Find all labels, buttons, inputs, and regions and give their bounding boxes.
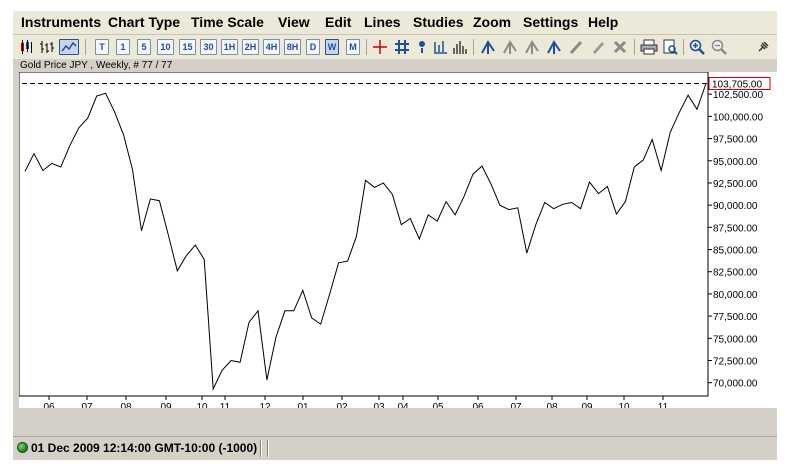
delete-icon[interactable]: [611, 39, 629, 55]
y-axis-label: 82,500.00: [713, 268, 758, 279]
chart-title: Gold Price JPY , Weekly, # 77 / 77: [20, 60, 173, 71]
timeframe-8h[interactable]: 8H: [284, 39, 301, 55]
timeframe-1h[interactable]: 1H: [221, 39, 238, 55]
pencil-icon[interactable]: [589, 39, 607, 55]
x-axis-label: 10: [618, 402, 630, 408]
y-axis-label: 72,500.00: [713, 356, 758, 367]
x-axis-label: 09: [581, 402, 593, 408]
zoom-in-icon[interactable]: [688, 39, 706, 55]
window-frame: Instruments Chart Type Time Scale View E…: [13, 11, 777, 460]
timeframe-10[interactable]: 10: [157, 39, 174, 55]
x-axis-label: 07: [81, 402, 93, 408]
toolbar-separator: [366, 39, 367, 55]
selection-icon[interactable]: [567, 39, 585, 55]
x-axis-label: 11: [658, 402, 669, 408]
x-axis-label: 04: [397, 402, 409, 408]
toolbar-separator: [683, 39, 684, 55]
toolbar: T 1 5 10 15 30 1H 2H 4H 8H D W M: [13, 34, 777, 59]
fibonacci-line-icon[interactable]: [523, 39, 541, 55]
pin-icon[interactable]: [755, 39, 771, 55]
timeframe-2h[interactable]: 2H: [242, 39, 259, 55]
price-chart[interactable]: 102,500.00 100,000.00 97,500.00 95,000.00 92…: [19, 72, 777, 408]
timeframe-monthly[interactable]: M: [346, 39, 360, 55]
menu-time-scale[interactable]: Time Scale: [191, 14, 264, 30]
toolbar-separator: [473, 39, 474, 55]
trendline-icon[interactable]: [479, 39, 497, 55]
y-axis-label: 90,000.00: [713, 201, 758, 212]
y-axis-label: 95,000.00: [713, 157, 758, 168]
volume-histogram-icon[interactable]: [451, 39, 469, 55]
x-axis-label: 02: [336, 402, 348, 408]
y-axis-label: 87,500.00: [713, 223, 758, 234]
toolbar-separator: [85, 39, 86, 55]
menu-edit[interactable]: Edit: [325, 14, 352, 30]
y-axis-label: 102,500.00: [713, 90, 763, 101]
candlestick-chart-icon[interactable]: [19, 39, 35, 55]
menu-bar: Instruments Chart Type Time Scale View E…: [13, 11, 777, 34]
x-axis-label: 09: [160, 402, 172, 408]
crosshair-icon[interactable]: [371, 39, 389, 55]
menu-help[interactable]: Help: [588, 14, 619, 30]
status-separator: [267, 440, 269, 457]
menu-chart-type[interactable]: Chart Type: [108, 14, 181, 30]
menu-studies[interactable]: Studies: [413, 14, 464, 30]
price-series-line: [24, 83, 707, 391]
gann-line-icon[interactable]: [545, 39, 563, 55]
x-axis-label: 07: [510, 402, 522, 408]
x-axis-label: 11: [220, 402, 231, 408]
y-axis-label: 75,000.00: [713, 334, 758, 345]
last-price-marker: 103,705.00: [708, 76, 771, 90]
status-datetime: 01 Dec 2009 12:14:00 GMT-10:00 (-1000): [31, 441, 258, 455]
y-axis-label: 92,500.00: [713, 179, 758, 190]
y-axis-label: 70,000.00: [713, 379, 758, 390]
connection-status-icon: [17, 442, 28, 453]
toolbar-separator: [634, 39, 635, 55]
x-axis-label: 05: [432, 402, 444, 408]
print-preview-icon[interactable]: [661, 39, 679, 55]
menu-view[interactable]: View: [278, 14, 310, 30]
y-axis-label: 85,000.00: [713, 246, 758, 257]
y-axis-label: 77,500.00: [713, 312, 758, 323]
zoom-out-icon[interactable]: [710, 39, 728, 55]
x-axis-label: 08: [120, 402, 132, 408]
x-axis-label: 06: [43, 402, 55, 408]
status-separator: [260, 440, 262, 457]
data-info-icon[interactable]: [415, 39, 429, 55]
timeframe-1[interactable]: 1: [116, 39, 130, 55]
grid-icon[interactable]: [393, 39, 411, 55]
channel-line-icon[interactable]: [501, 39, 519, 55]
line-chart-icon[interactable]: [59, 39, 79, 55]
tick-data-icon[interactable]: [432, 39, 448, 55]
y-axis-label: 97,500.00: [713, 135, 758, 146]
timeframe-weekly[interactable]: W: [325, 39, 339, 55]
status-bar: 01 Dec 2009 12:14:00 GMT-10:00 (-1000): [13, 436, 777, 460]
timeframe-daily[interactable]: D: [306, 39, 320, 55]
timeframe-tick[interactable]: T: [95, 39, 109, 55]
y-axis-label: 100,000.00: [713, 112, 763, 123]
print-icon[interactable]: [639, 39, 659, 55]
y-axis-label: 80,000.00: [713, 290, 758, 301]
x-axis-label: 01: [297, 402, 309, 408]
timeframe-4h[interactable]: 4H: [263, 39, 280, 55]
x-axis-label: 03: [373, 402, 385, 408]
last-price-label: 103,705.00: [712, 79, 762, 90]
menu-instruments[interactable]: Instruments: [21, 14, 102, 30]
timeframe-15[interactable]: 15: [179, 39, 196, 55]
timeframe-30[interactable]: 30: [200, 39, 217, 55]
menu-zoom[interactable]: Zoom: [473, 14, 512, 30]
menu-settings[interactable]: Settings: [523, 14, 579, 30]
x-axis-label: 10: [196, 402, 208, 408]
menu-lines[interactable]: Lines: [364, 14, 401, 30]
x-axis-label: 06: [472, 402, 484, 408]
timeframe-5[interactable]: 5: [137, 39, 151, 55]
x-axis-label: 12: [259, 402, 271, 408]
bar-chart-icon[interactable]: [39, 39, 55, 55]
chart-panel[interactable]: 102,500.00 100,000.00 97,500.00 95,000.00 92…: [19, 72, 777, 408]
x-axis-label: 08: [546, 402, 558, 408]
plot-area: [19, 72, 709, 397]
